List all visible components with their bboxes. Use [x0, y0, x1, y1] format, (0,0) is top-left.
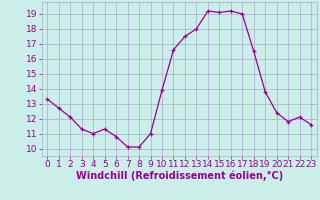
X-axis label: Windchill (Refroidissement éolien,°C): Windchill (Refroidissement éolien,°C) — [76, 171, 283, 181]
